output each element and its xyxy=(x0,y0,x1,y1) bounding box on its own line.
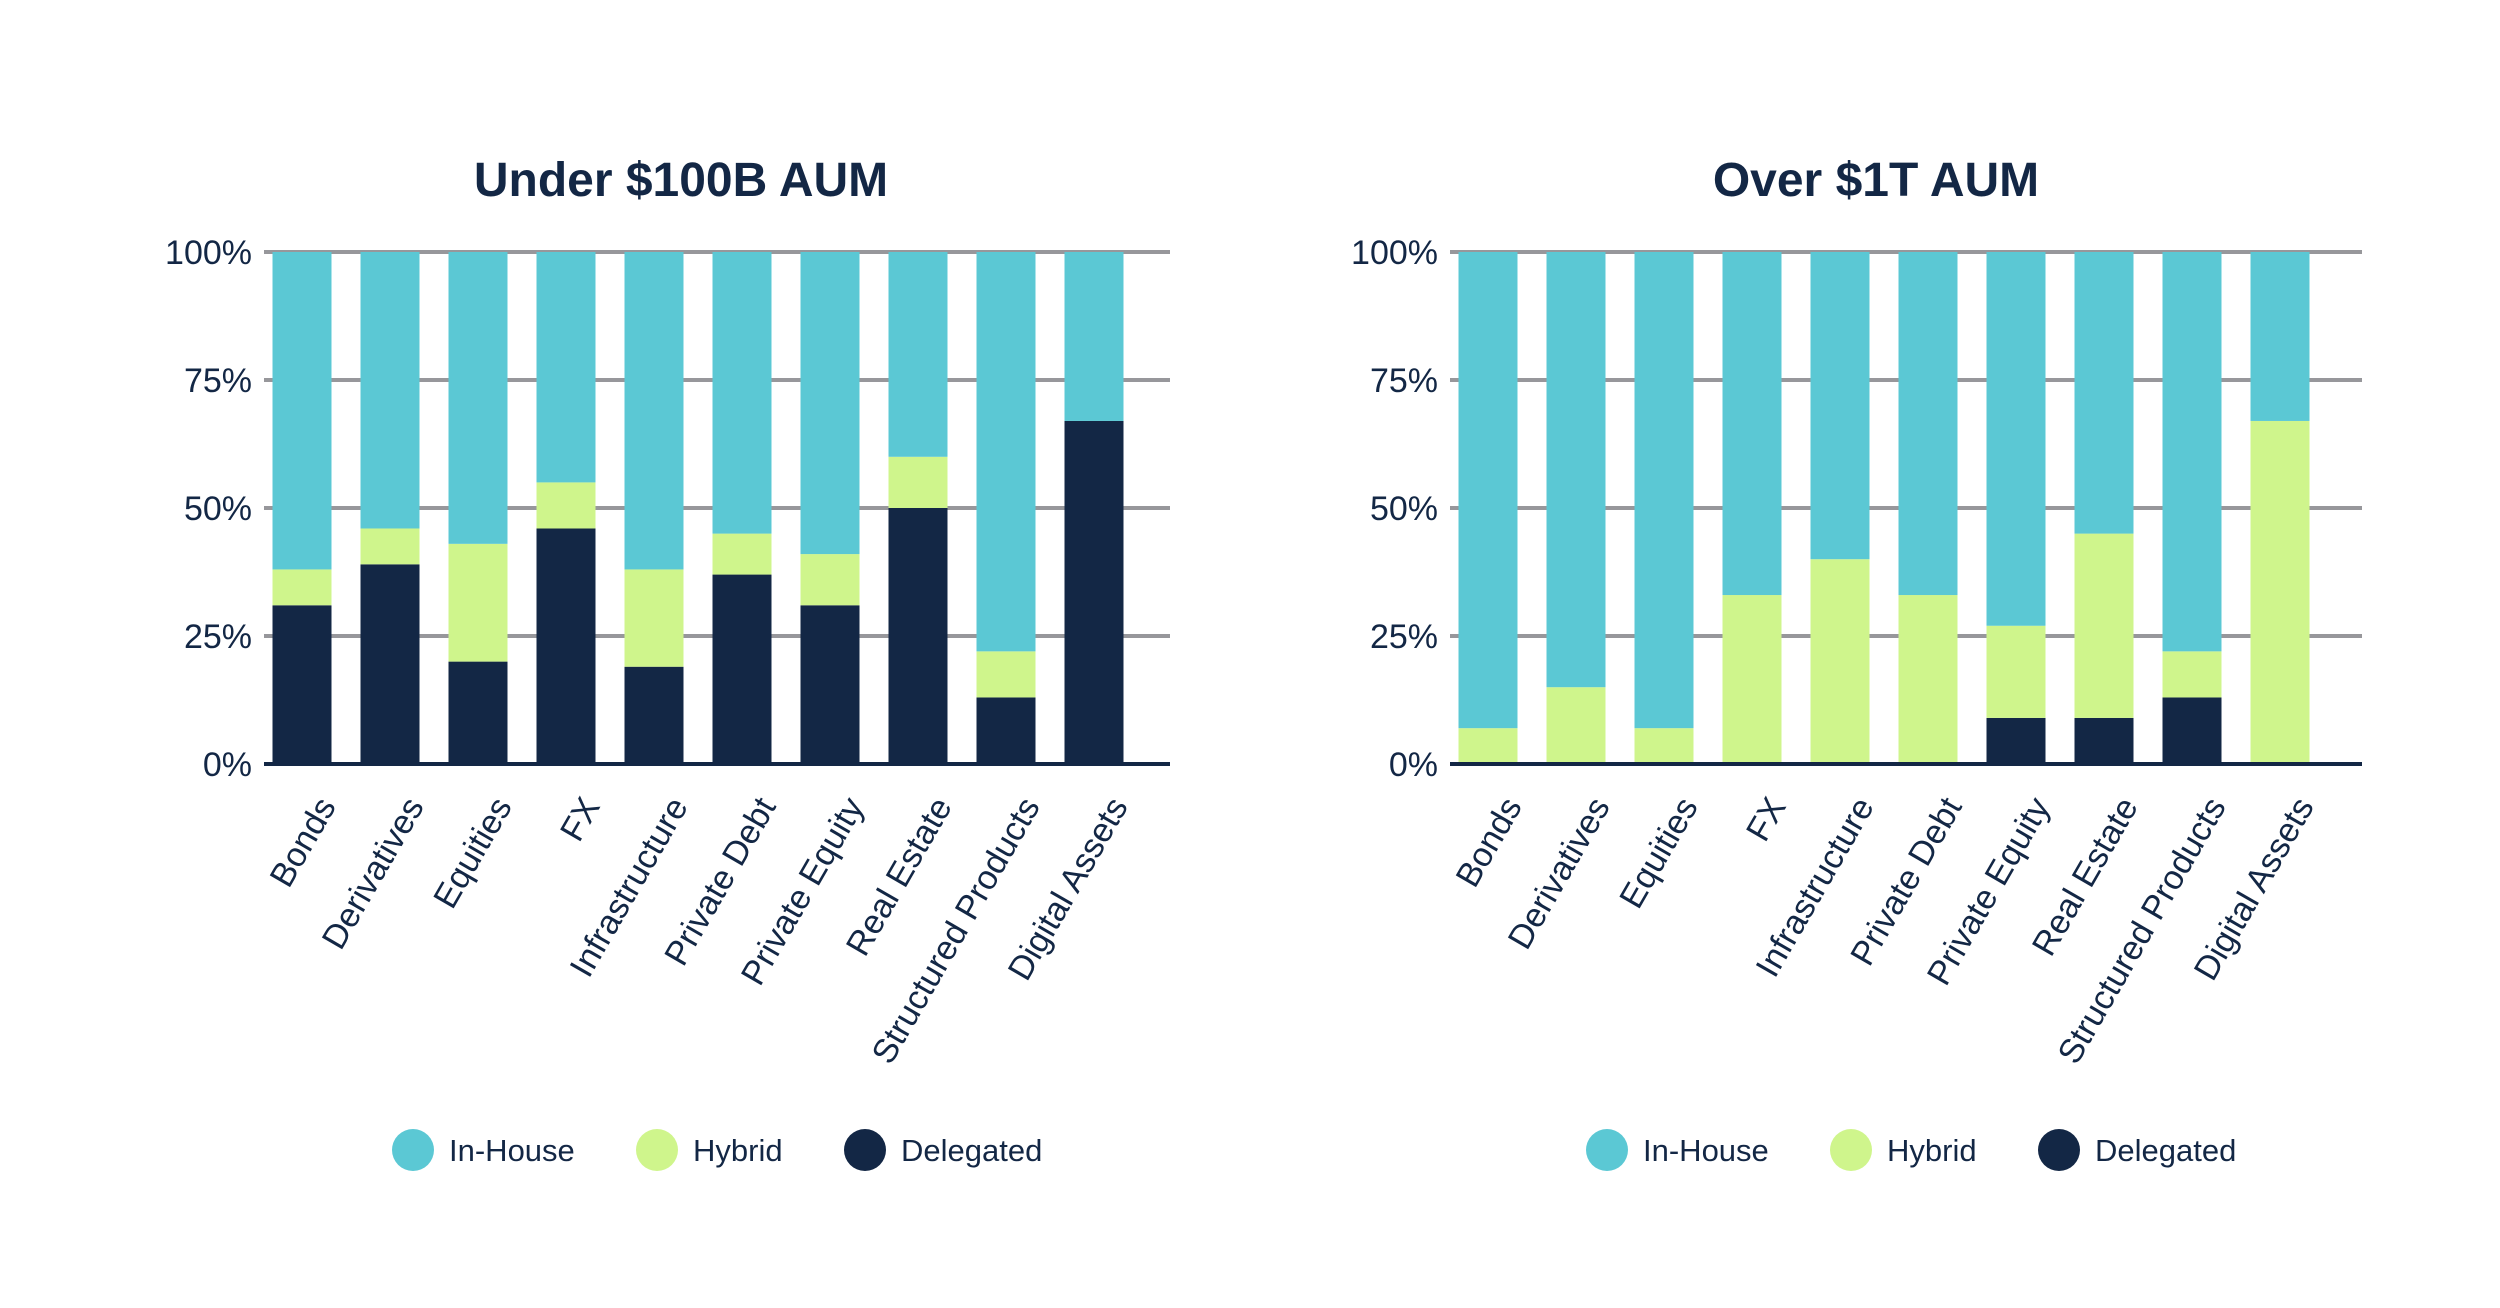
legend-item-in-house: In-House xyxy=(392,1129,575,1171)
x-tick-label: Structured Products xyxy=(865,791,1048,1070)
bar-delegated-infrastructure xyxy=(624,666,684,764)
y-tick-label: 0% xyxy=(1389,746,1438,784)
bar-hybrid-derivatives xyxy=(360,528,420,565)
legend-swatch xyxy=(1586,1129,1628,1171)
bar-delegated-derivatives xyxy=(360,564,420,764)
bar-hybrid-bonds xyxy=(1458,728,1518,764)
x-tick-label: Equities xyxy=(1612,791,1705,915)
legend-swatch xyxy=(392,1129,434,1171)
bar-hybrid-private-equity xyxy=(1986,625,2046,718)
y-tick-label: 100% xyxy=(165,234,252,272)
bar-delegated-private-equity xyxy=(1986,717,2046,764)
bar-delegated-structured-products xyxy=(976,697,1036,764)
chart-1: Under $100B AUM0%25%50%75%100%BondsDeriv… xyxy=(165,154,1170,1171)
bar-in-house-bonds xyxy=(1458,252,1518,729)
bar-delegated-fx xyxy=(536,528,596,764)
legend-item-delegated: Delegated xyxy=(844,1129,1042,1171)
legend-swatch xyxy=(844,1129,886,1171)
y-tick-label: 50% xyxy=(184,490,252,528)
legend-label: Hybrid xyxy=(693,1133,783,1168)
x-tick-label: Equities xyxy=(426,791,519,915)
bar-hybrid-real-estate xyxy=(2074,533,2134,718)
bar-hybrid-real-estate xyxy=(888,456,948,508)
y-tick-label: 50% xyxy=(1370,490,1438,528)
bar-in-house-structured-products xyxy=(2162,252,2222,652)
legend-item-delegated: Delegated xyxy=(2038,1129,2236,1171)
bar-delegated-real-estate xyxy=(2074,717,2134,764)
bar-in-house-structured-products xyxy=(976,252,1036,652)
bar-in-house-equities xyxy=(448,252,508,544)
bar-hybrid-infrastructure xyxy=(1810,559,1870,764)
chart-title: Over $1T AUM xyxy=(1713,154,2039,207)
bar-delegated-bonds xyxy=(272,605,332,764)
bar-hybrid-structured-products xyxy=(976,651,1036,698)
bar-hybrid-equities xyxy=(1634,728,1694,764)
y-tick-label: 75% xyxy=(184,362,252,400)
bar-hybrid-derivatives xyxy=(1546,687,1606,764)
bar-hybrid-fx xyxy=(1722,595,1782,764)
bar-hybrid-infrastructure xyxy=(624,569,684,667)
bar-hybrid-private-debt xyxy=(712,533,772,575)
legend-label: Hybrid xyxy=(1887,1133,1977,1168)
bar-in-house-private-equity xyxy=(800,252,860,555)
bar-in-house-fx xyxy=(1722,252,1782,596)
bar-in-house-private-equity xyxy=(1986,252,2046,626)
legend-swatch xyxy=(2038,1129,2080,1171)
bar-delegated-real-estate xyxy=(888,508,948,764)
x-tick-label: Bonds xyxy=(1449,791,1530,893)
y-tick-label: 25% xyxy=(184,618,252,656)
legend-label: Delegated xyxy=(2095,1133,2236,1168)
y-tick-label: 0% xyxy=(203,746,252,784)
y-tick-label: 25% xyxy=(1370,618,1438,656)
bar-in-house-fx xyxy=(536,252,596,483)
legend-swatch xyxy=(1830,1129,1872,1171)
bar-delegated-digital-assets xyxy=(1064,420,1124,764)
chart-title: Under $100B AUM xyxy=(474,154,888,207)
legend-label: In-House xyxy=(1643,1133,1769,1168)
y-tick-label: 75% xyxy=(1370,362,1438,400)
bar-in-house-derivatives xyxy=(1546,252,1606,688)
legend-item-in-house: In-House xyxy=(1586,1129,1769,1171)
x-tick-label: FX xyxy=(1739,791,1794,848)
bar-hybrid-digital-assets xyxy=(2250,420,2310,764)
x-tick-label: Structured Products xyxy=(2051,791,2234,1070)
bar-in-house-infrastructure xyxy=(624,252,684,570)
legend-item-hybrid: Hybrid xyxy=(636,1129,783,1171)
legend-label: In-House xyxy=(449,1133,575,1168)
y-tick-label: 100% xyxy=(1351,234,1438,272)
legend-swatch xyxy=(636,1129,678,1171)
bar-hybrid-equities xyxy=(448,543,508,662)
chart-2: Over $1T AUM0%25%50%75%100%BondsDerivati… xyxy=(1351,154,2362,1171)
bar-hybrid-private-equity xyxy=(800,554,860,606)
bar-delegated-private-equity xyxy=(800,605,860,764)
legend-label: Delegated xyxy=(901,1133,1042,1168)
bar-in-house-digital-assets xyxy=(1064,252,1124,421)
bar-delegated-equities xyxy=(448,661,508,764)
bar-in-house-digital-assets xyxy=(2250,252,2310,421)
legend-item-hybrid: Hybrid xyxy=(1830,1129,1977,1171)
bar-hybrid-structured-products xyxy=(2162,651,2222,698)
bar-in-house-infrastructure xyxy=(1810,252,1870,560)
bar-in-house-private-debt xyxy=(712,252,772,534)
x-tick-label: Bonds xyxy=(263,791,344,893)
bar-in-house-private-debt xyxy=(1898,252,1958,596)
bar-hybrid-fx xyxy=(536,482,596,529)
bar-hybrid-bonds xyxy=(272,569,332,606)
bar-in-house-real-estate xyxy=(888,252,948,457)
bar-in-house-derivatives xyxy=(360,252,420,529)
bar-delegated-structured-products xyxy=(2162,697,2222,764)
bar-in-house-equities xyxy=(1634,252,1694,729)
bar-in-house-bonds xyxy=(272,252,332,570)
bar-delegated-private-debt xyxy=(712,574,772,764)
bar-hybrid-private-debt xyxy=(1898,595,1958,764)
x-tick-label: FX xyxy=(553,791,608,848)
bar-in-house-real-estate xyxy=(2074,252,2134,534)
